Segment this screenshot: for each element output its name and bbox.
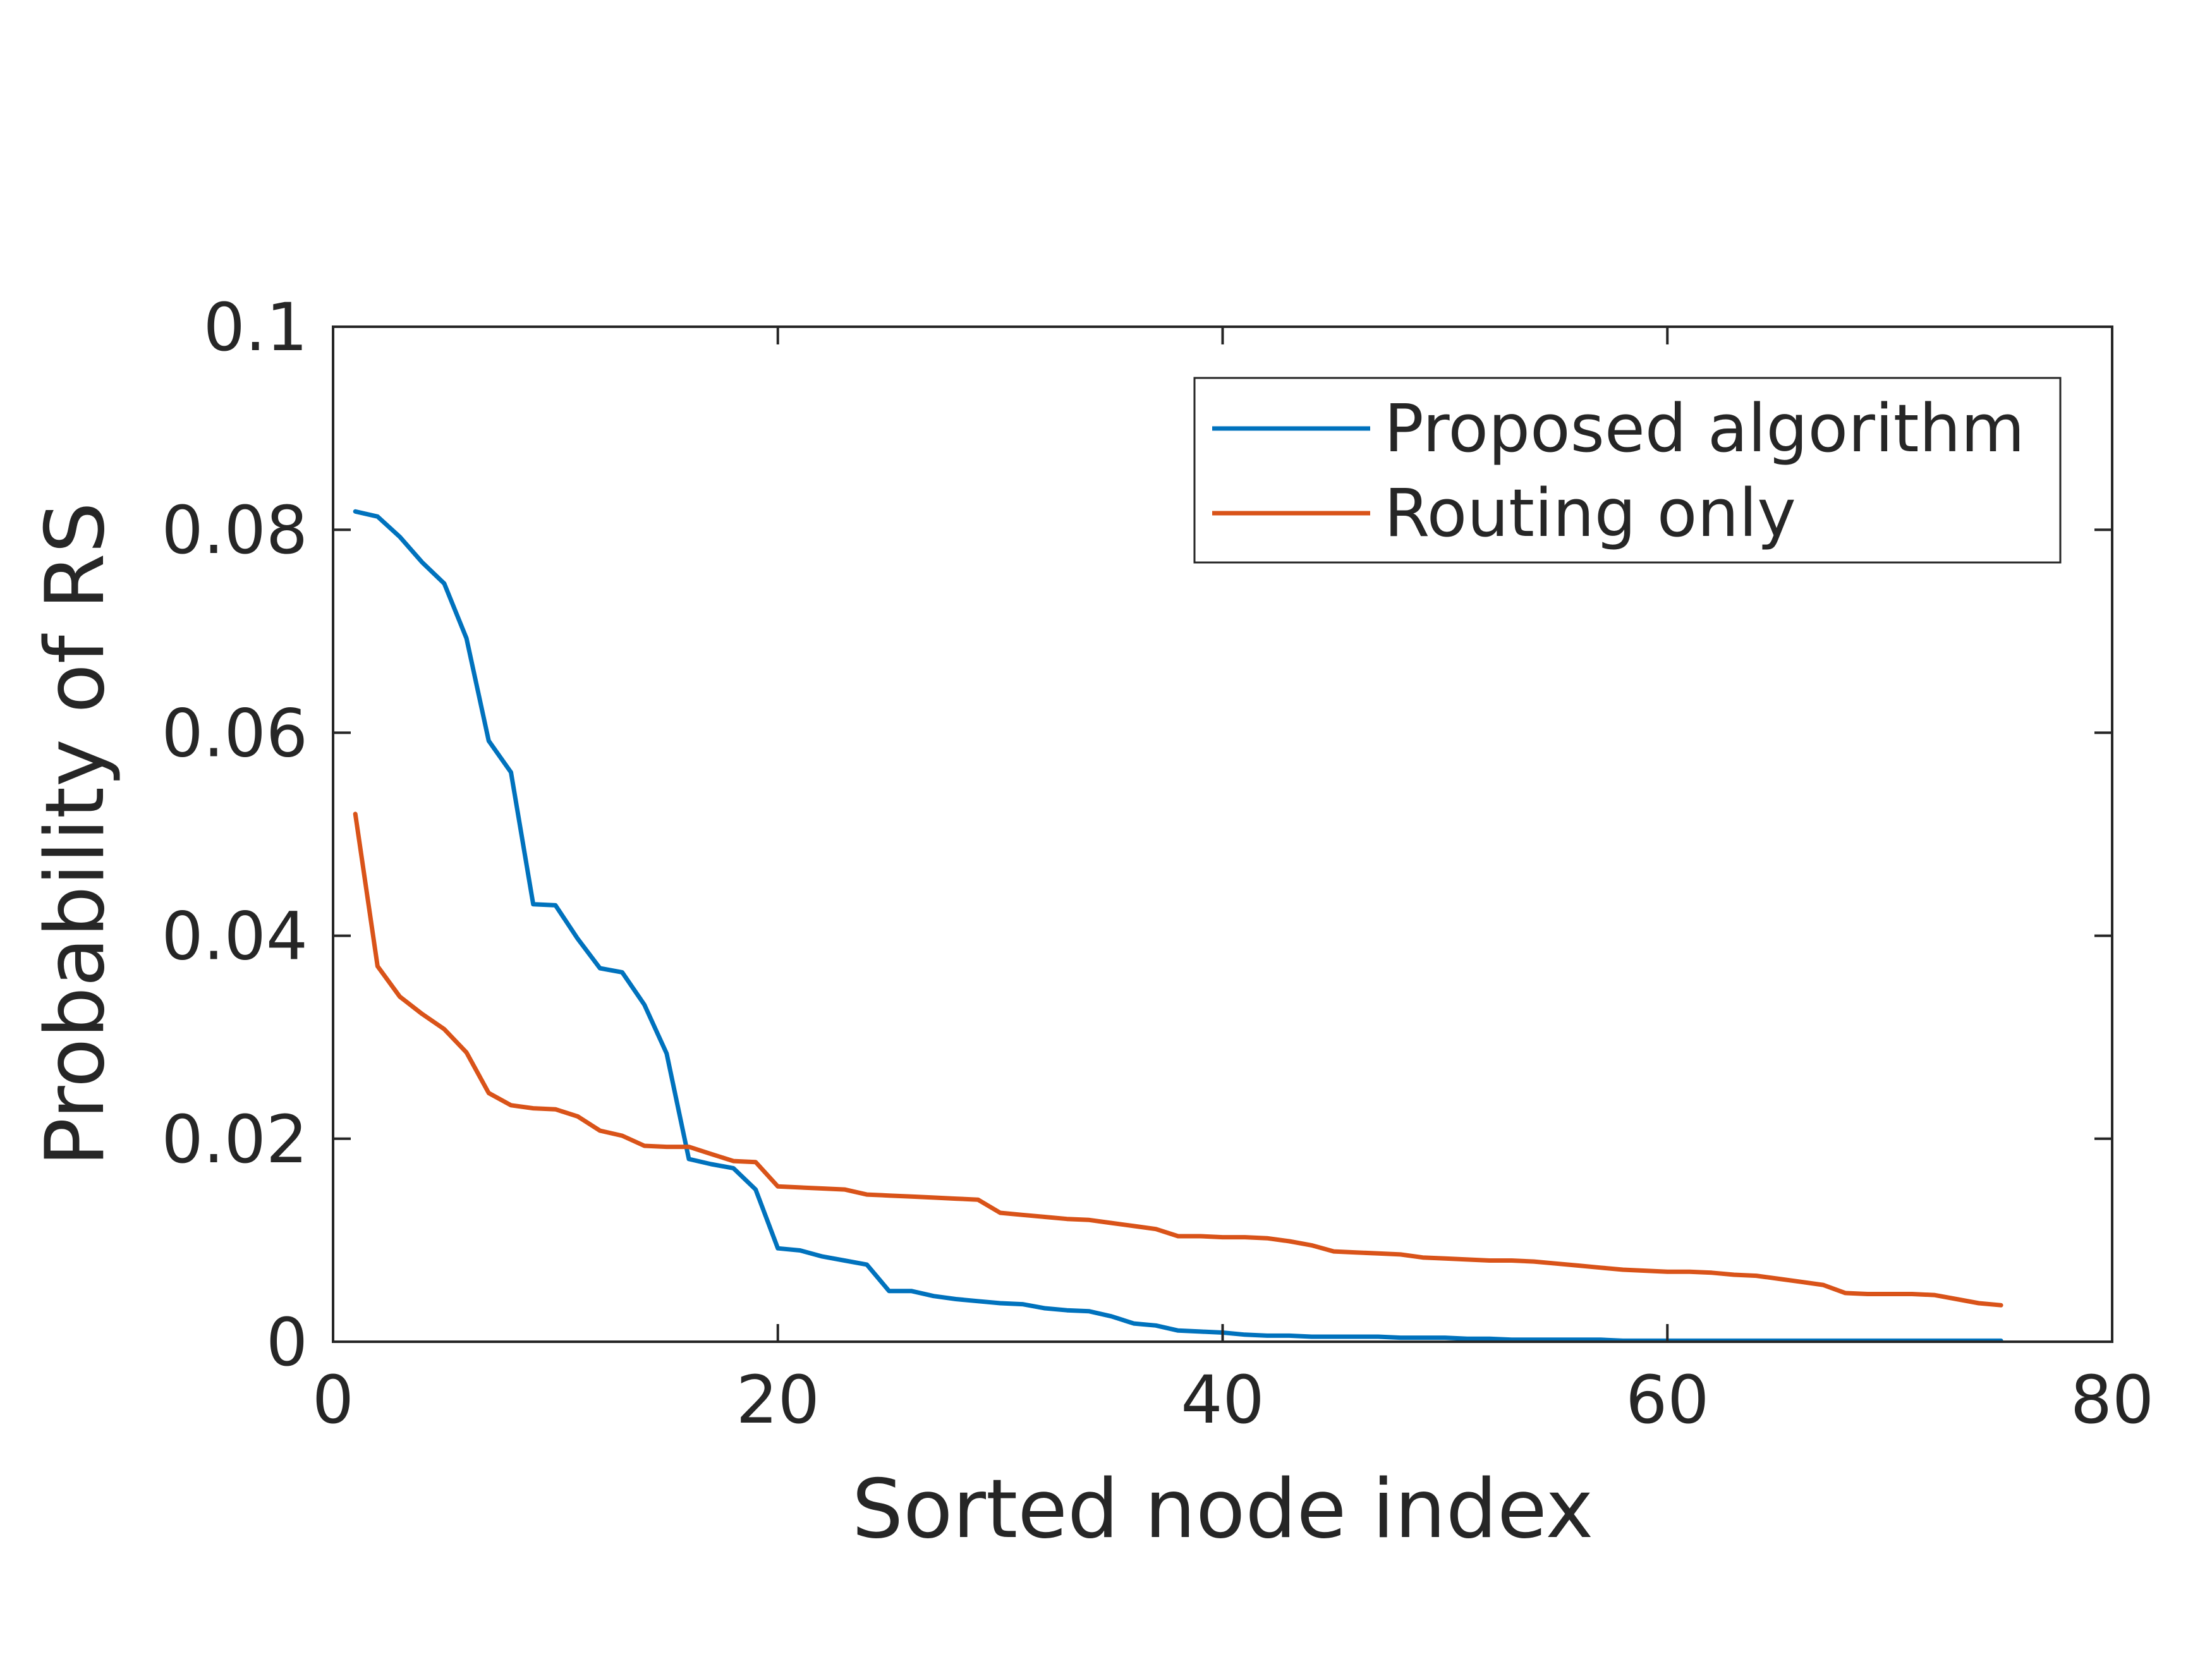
- x-axis-label: Sorted node index: [852, 1462, 1593, 1557]
- y-tick-label: 0.02: [161, 1101, 308, 1178]
- x-tick-label: 20: [736, 1361, 820, 1438]
- series-line-routing-only: [353, 811, 2003, 1308]
- y-tick-label: 0.1: [204, 289, 308, 366]
- y-tick-label: 0.06: [161, 695, 308, 772]
- legend-box: [1193, 377, 2062, 564]
- x-tick-label: 40: [1181, 1361, 1264, 1438]
- x-tick-label: 0: [312, 1361, 354, 1438]
- legend-label-proposed-algorithm: Proposed algorithm: [1384, 390, 2025, 467]
- y-axis-label: Probability of RS: [28, 502, 123, 1167]
- y-tick-label: 0.04: [161, 898, 308, 975]
- x-tick-label: 80: [2070, 1361, 2154, 1438]
- y-tick-label: 0: [266, 1304, 308, 1381]
- legend-label-routing-only: Routing only: [1384, 475, 1796, 552]
- x-tick-label: 60: [1626, 1361, 1709, 1438]
- tick-layer: 0 20 40 60 80 0 0.02 0.04 0.06 0.08 0.1: [161, 289, 2154, 1438]
- legend: Proposed algorithm Routing only: [1193, 377, 2062, 564]
- y-tick-label: 0.08: [161, 492, 308, 569]
